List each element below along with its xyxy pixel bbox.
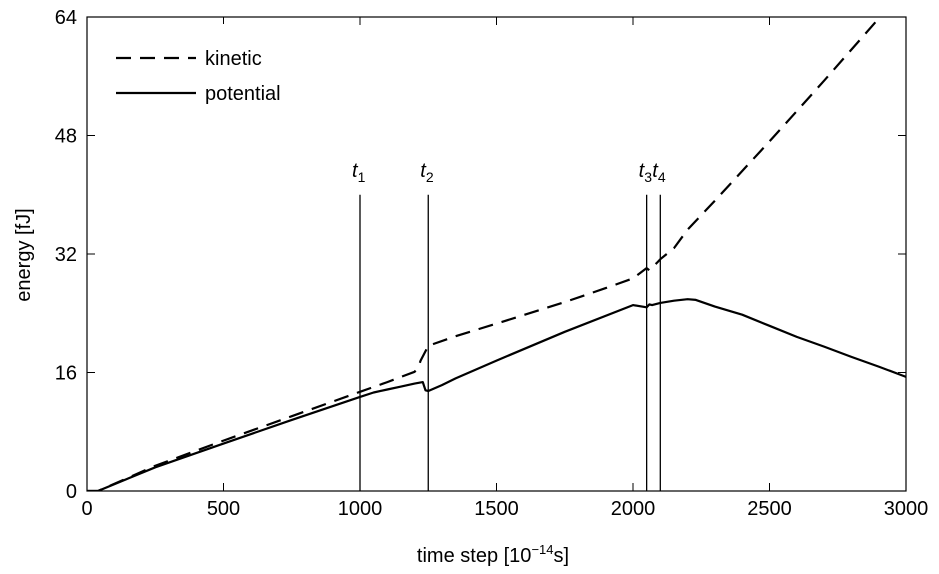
time-markers: t1 t2 t3 t4 (352, 160, 666, 491)
legend-label-potential: potential (205, 83, 281, 105)
y-axis-title: energy [fJ] (13, 208, 35, 301)
x-tick-label: 3000 (884, 498, 929, 520)
y-tick-label: 32 (55, 244, 77, 266)
legend-label-kinetic: kinetic (205, 48, 262, 70)
marker-subscript: 2 (426, 169, 434, 185)
x-axis-title-exponent: −14 (531, 542, 553, 557)
axis-ticks (86, 16, 907, 492)
x-axis-title-suffix: s] (554, 545, 570, 567)
series-line-potential (87, 298, 906, 491)
marker-letter: t (420, 160, 427, 182)
x-tick-label: 2500 (747, 498, 792, 520)
marker-subscript: 3 (644, 169, 652, 185)
marker-letter: t (652, 160, 659, 182)
y-tick-label: 16 (55, 363, 77, 385)
marker-label-t1: t1 (352, 160, 366, 185)
marker-subscript: 1 (358, 169, 366, 185)
marker-label-t4: t4 (652, 160, 666, 185)
marker-label-t2: t2 (420, 160, 434, 185)
x-tick-label: 2000 (611, 498, 656, 520)
marker-letter: t (352, 160, 359, 182)
series-line-kinetic (87, 17, 882, 491)
x-axis-title-prefix: time step [10 (417, 545, 532, 567)
marker-letter: t (639, 160, 646, 182)
series-lines (87, 17, 906, 491)
y-tick-label: 48 (55, 126, 77, 148)
legend-background (91, 24, 331, 112)
x-tick-label: 500 (207, 498, 240, 520)
x-tick-label: 1500 (474, 498, 519, 520)
x-tick-label: 1000 (338, 498, 383, 520)
y-tick-label: 64 (55, 7, 77, 29)
marker-subscript: 4 (658, 169, 666, 185)
y-tick-label: 0 (66, 481, 77, 503)
marker-label-t3: t3 (639, 160, 653, 185)
x-axis-title: time step [10−14s] (417, 542, 569, 567)
x-tick-label: 0 (81, 498, 92, 520)
legend: kinetic potential (91, 24, 331, 112)
